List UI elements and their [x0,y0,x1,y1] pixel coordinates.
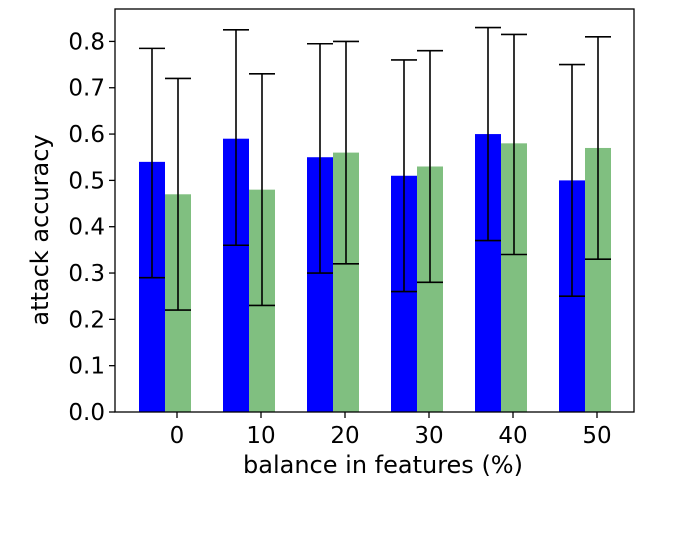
plot-frame [114,8,635,413]
y-tick-label-0.6: 0.6 [68,122,105,148]
x-axis-label: balance in features (%) [243,451,523,479]
x-axis: 0 10 20 30 40 50 [170,412,612,449]
y-axis-label: attack accuracy [26,134,54,325]
y-tick-label-0.2: 0.2 [68,307,105,333]
y-axis: 0.0 0.1 0.2 0.3 0.4 0.5 0.6 0.7 0.8 [68,29,115,426]
x-tick-label-30: 30 [414,423,443,449]
x-tick-label-20: 20 [330,423,359,449]
y-tick-label-0.1: 0.1 [68,354,105,380]
y-tick-label-0.5: 0.5 [68,168,105,194]
y-tick-label-0.8: 0.8 [68,29,105,55]
y-tick-label-0.4: 0.4 [68,215,105,241]
x-tick-label-0: 0 [170,423,185,449]
y-tick-label-0.3: 0.3 [68,261,105,287]
y-tick-label-0.7: 0.7 [68,76,105,102]
error-bars-layer [139,26,611,311]
y-tick-label-0.0: 0.0 [68,400,105,426]
bars-layer [139,134,611,413]
x-tick-label-40: 40 [498,423,527,449]
x-tick-label-50: 50 [582,423,611,449]
x-tick-label-10: 10 [246,423,275,449]
